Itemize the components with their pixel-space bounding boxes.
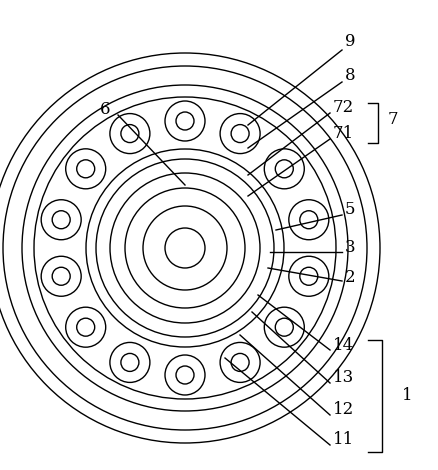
Text: 5: 5: [344, 202, 355, 219]
Text: 7: 7: [387, 111, 398, 128]
Text: 11: 11: [332, 431, 353, 448]
Text: 71: 71: [332, 125, 353, 141]
Text: 3: 3: [344, 240, 355, 257]
Text: 13: 13: [332, 369, 353, 386]
Text: 2: 2: [344, 269, 355, 287]
Text: 6: 6: [100, 102, 110, 118]
Text: 9: 9: [344, 33, 355, 50]
Text: 12: 12: [332, 401, 353, 418]
Text: 8: 8: [344, 66, 355, 84]
Text: 14: 14: [332, 337, 353, 353]
Text: 72: 72: [332, 99, 353, 116]
Text: 1: 1: [401, 386, 412, 404]
